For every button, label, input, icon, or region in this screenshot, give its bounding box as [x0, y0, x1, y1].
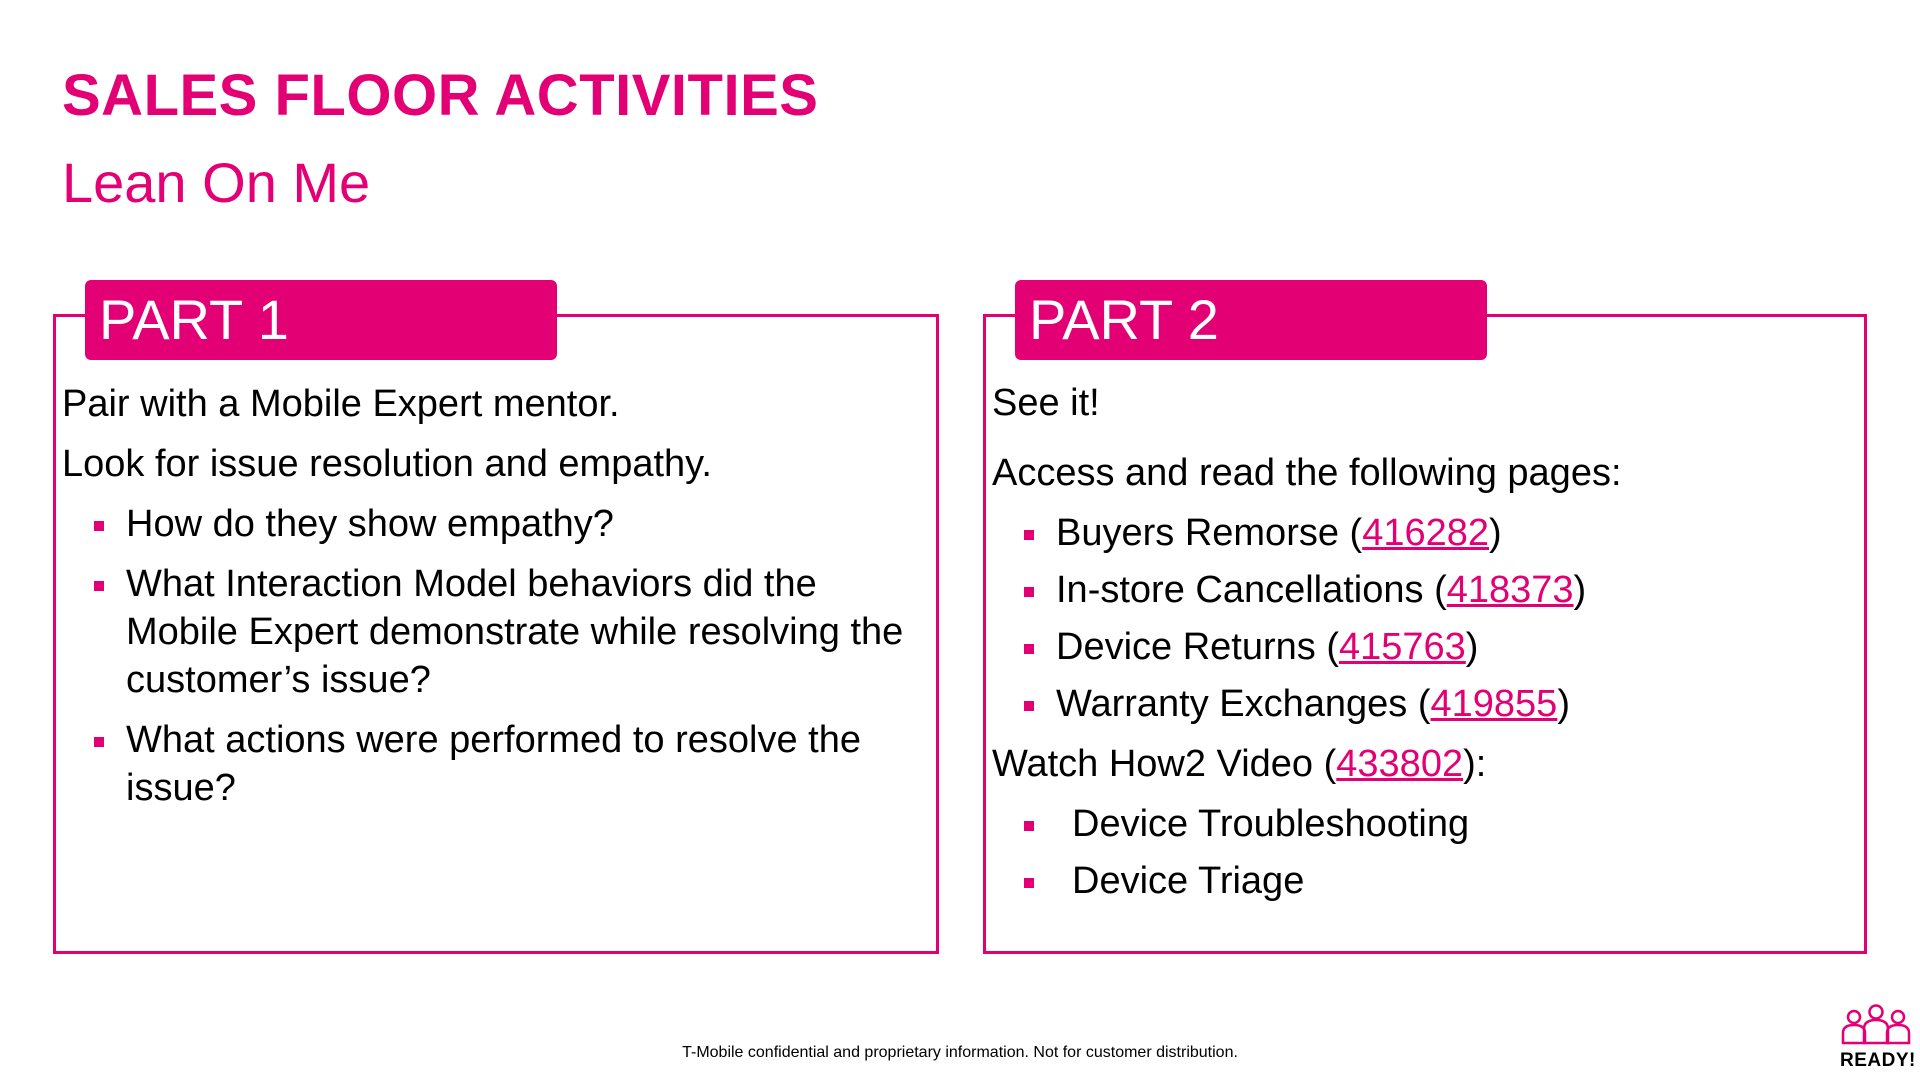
square-bullet-icon [1024, 878, 1034, 888]
square-bullet-icon [94, 521, 104, 531]
part-2-tab: PART 2 [1015, 280, 1487, 360]
logo-text: READY! [1840, 1050, 1916, 1071]
video-link[interactable]: 433802 [1336, 743, 1464, 785]
video-prefix: Watch How2 Video [992, 743, 1314, 785]
list-item: How do they show empathy? [62, 500, 922, 548]
square-bullet-icon [1024, 821, 1034, 831]
part-1-tab: PART 1 [85, 280, 557, 360]
part-1-instruction: Look for issue resolution and empathy. [62, 443, 712, 485]
list-item: Device Triage [992, 857, 1850, 905]
part-1-panel: PART 1 Pair with a Mobile Expert mentor.… [53, 280, 939, 954]
list-item-text: How do they show empathy? [126, 503, 614, 545]
page-title: SALES FLOOR ACTIVITIES [62, 63, 819, 128]
list-item: In-store Cancellations (418373) [992, 566, 1850, 614]
part-2-panel: PART 2 See it! Access and read the follo… [983, 280, 1867, 954]
list-item: What Interaction Model behaviors did the… [62, 560, 922, 704]
part-1-question-list: How do they show empathy? What Interacti… [62, 500, 922, 812]
part-2-instruction: Access and read the following pages: [992, 452, 1622, 494]
square-bullet-icon [1024, 587, 1034, 597]
list-item-text: What actions were performed to resolve t… [126, 719, 862, 809]
square-bullet-icon [94, 581, 104, 591]
square-bullet-icon [1024, 530, 1034, 540]
list-item: Device Returns (415763) [992, 623, 1850, 671]
list-item: What actions were performed to resolve t… [62, 716, 922, 812]
page-link-415763[interactable]: 415763 [1338, 626, 1466, 668]
page-link-419855[interactable]: 419855 [1430, 683, 1558, 725]
list-item-text: Device Triage [1072, 860, 1305, 902]
video-topic-list: Device Troubleshooting Device Triage [992, 800, 1850, 905]
part-2-page-list: Buyers Remorse (416282) In-store Cancell… [992, 509, 1850, 728]
page-link-416282[interactable]: 416282 [1362, 512, 1490, 554]
part-2-body: See it! Access and read the following pa… [992, 379, 1850, 917]
square-bullet-icon [1024, 644, 1034, 654]
page-label: Device Returns [1056, 626, 1316, 668]
square-bullet-icon [94, 737, 104, 747]
page-label: In-store Cancellations [1056, 569, 1424, 611]
page-link-418373[interactable]: 418373 [1446, 569, 1574, 611]
list-item: Warranty Exchanges (419855) [992, 680, 1850, 728]
part-1-intro: Pair with a Mobile Expert mentor. [62, 383, 620, 425]
video-instruction: Watch How2 Video (433802): [992, 743, 1487, 785]
square-bullet-icon [1024, 701, 1034, 711]
page-subtitle: Lean On Me [62, 151, 371, 214]
ready-logo: READY! [1840, 1003, 1916, 1073]
people-icon [1841, 1004, 1911, 1045]
list-item: Buyers Remorse (416282) [992, 509, 1850, 557]
page-label: Buyers Remorse [1056, 512, 1339, 554]
list-item-text: What Interaction Model behaviors did the… [126, 563, 904, 701]
part-1-body: Pair with a Mobile Expert mentor. Look f… [62, 380, 922, 824]
list-item-text: Device Troubleshooting [1072, 803, 1470, 845]
part-2-intro: See it! [992, 382, 1100, 424]
confidentiality-footer: T-Mobile confidential and proprietary in… [682, 1044, 1238, 1061]
page-label: Warranty Exchanges [1056, 683, 1408, 725]
list-item: Device Troubleshooting [992, 800, 1850, 848]
